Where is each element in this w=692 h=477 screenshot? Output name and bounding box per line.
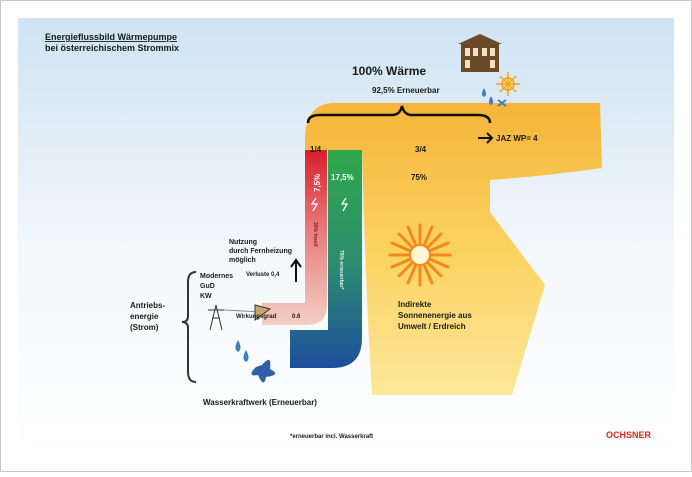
share-drive: 1/4 [310,145,322,154]
jaz: JAZ WP= 4 [496,134,538,143]
title: Energieflussbild Wärmepumpe [45,32,177,42]
ambient-value: 75% [411,173,427,182]
plant: KW [200,293,212,300]
ambient-flow [305,103,602,395]
ambient-source: Umwelt / Erdreich [398,322,466,331]
district-heating: durch Fernheizung [229,248,292,255]
fossil-flow [262,150,327,325]
sun-icon [388,223,452,287]
lightning [340,197,349,212]
renewable-note: 70% erneuerbar* [338,250,344,290]
brace [306,105,492,124]
fossil-value: 7,5% [313,174,322,192]
drive-energy: (Strom) [130,323,159,332]
brand: OCHSNER [606,430,652,440]
arrow [478,132,494,144]
district-heating: möglich [229,257,256,264]
drive-energy: Antriebs- [130,301,165,310]
efficiency: Wirkungsgrad [236,314,277,320]
drops-icon [482,88,507,107]
ambient-source: Sonnenenergie aus [398,311,472,320]
plant: GuD [200,283,215,290]
output-label: 100% Wärme [352,64,426,78]
efficiency-value: 0.6 [292,314,301,320]
renewable-share: 92,5% Erneuerbar [372,86,440,95]
hydro-label: Wasserkraftwerk (Erneuerbar) [203,398,317,407]
footnote: *erneuerbar incl. Wasserkraft [290,434,373,440]
bracket [181,271,197,383]
share-ambient: 3/4 [415,145,427,154]
hydro-icon [235,340,276,383]
arrow-up [290,258,302,282]
lightning [310,197,319,212]
ambient-source: Indirekte [398,300,432,309]
renewable-power-value: 17,5% [331,173,354,182]
house-icon [458,34,502,72]
plant: Modernes [200,273,233,280]
small-sun-icon [496,72,520,96]
power-plant-icon [208,304,272,331]
district-heating: Nutzung [229,239,257,246]
subtitle: bei österreichischem Strommix [45,43,179,53]
fossil-note: 30% fossil [312,222,318,247]
losses: Verluste 0,4 [246,272,280,278]
drive-energy: energie [130,312,159,321]
